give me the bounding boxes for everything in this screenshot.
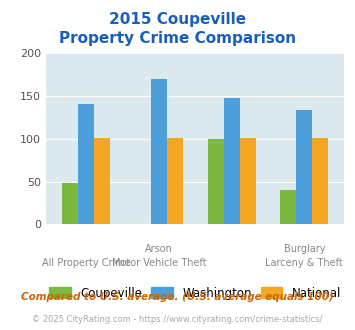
Bar (62, 183, 78, 224)
Bar (167, 138, 183, 224)
Bar (312, 138, 328, 224)
Text: All Property Crime: All Property Crime (42, 258, 131, 268)
Text: Property Crime Comparison: Property Crime Comparison (59, 31, 296, 46)
Bar (296, 110, 312, 224)
Bar (94, 138, 110, 224)
Text: Burglary: Burglary (284, 244, 325, 254)
Bar (208, 139, 224, 224)
Text: 2015 Coupeville: 2015 Coupeville (109, 12, 246, 26)
Bar (280, 190, 296, 224)
Bar (240, 138, 256, 224)
Legend: Coupeville, Washington, National: Coupeville, Washington, National (45, 282, 346, 304)
Bar (78, 104, 94, 224)
Bar (151, 79, 167, 224)
Bar (224, 98, 240, 224)
Text: Arson: Arson (145, 244, 173, 254)
Text: Larceny & Theft: Larceny & Theft (266, 258, 343, 268)
Text: © 2025 CityRating.com - https://www.cityrating.com/crime-statistics/: © 2025 CityRating.com - https://www.city… (32, 315, 323, 324)
Text: Compared to U.S. average. (U.S. average equals 100): Compared to U.S. average. (U.S. average … (21, 292, 334, 302)
Text: Motor Vehicle Theft: Motor Vehicle Theft (111, 258, 206, 268)
